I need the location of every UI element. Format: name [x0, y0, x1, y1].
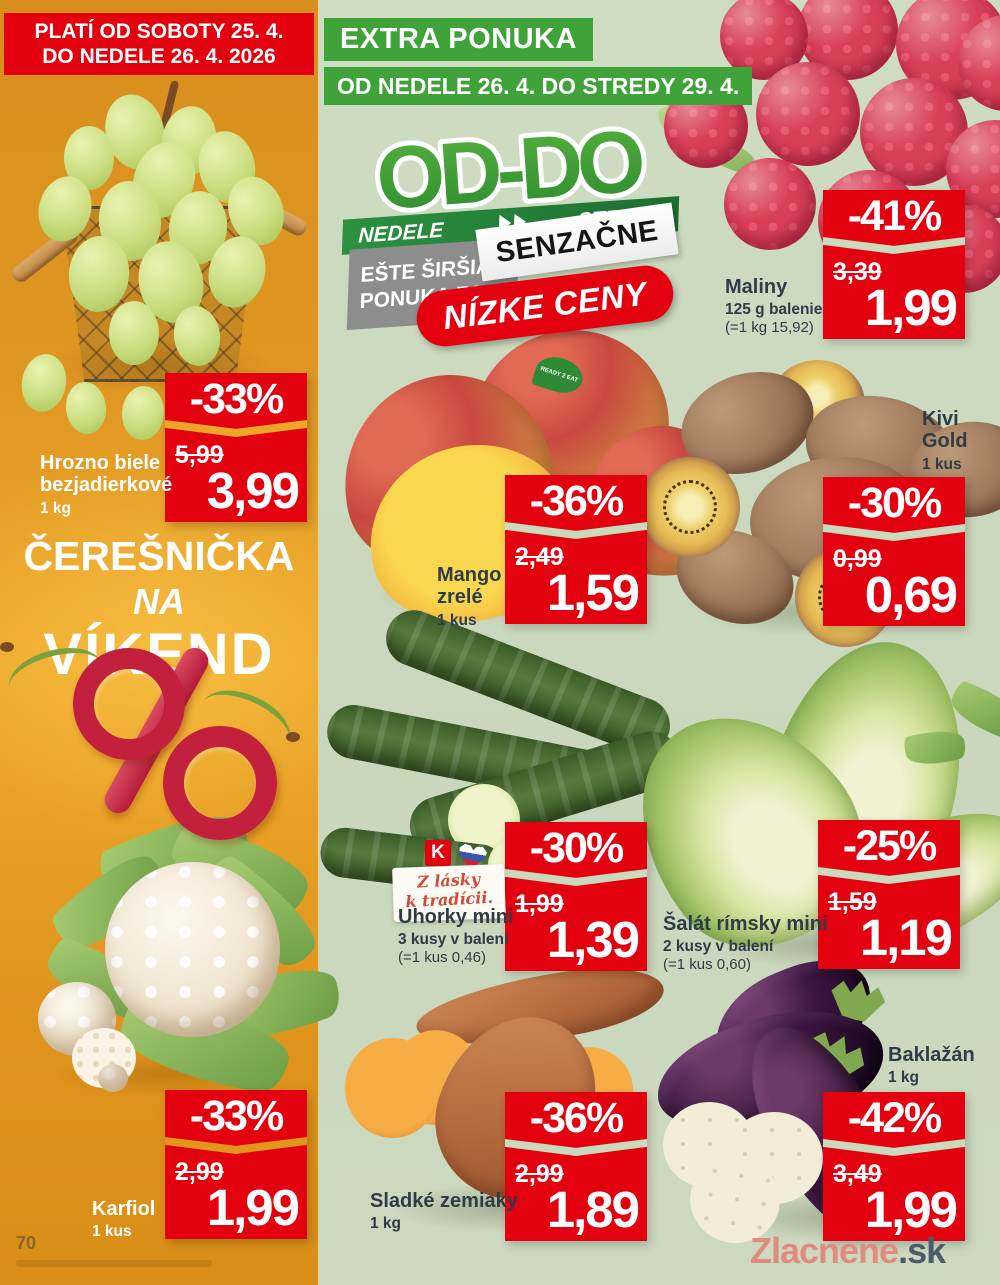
product-unit-price: (=1 kg 15,92) — [725, 319, 814, 337]
campaign-line2: NA — [133, 581, 185, 622]
od-do-logo-block: OD-DO NEDELE STREDY EŠTE ŠIRŠIA PONUKA Z… — [336, 106, 686, 361]
kivi-old-price: 0,99 — [833, 545, 882, 573]
salat-discount: -25% — [842, 822, 937, 870]
karfiol-price-badge: -33% 2,99 1,99 — [165, 1090, 307, 1239]
product-label-salat: Šalát rímsky mini 2 kusy v balení (=1 ku… — [663, 913, 828, 974]
date-range-banner: OD NEDELE 26. 4. DO STREDY 29. 4. — [324, 67, 753, 105]
product-name: Hrozno biele bezjadierkové — [40, 452, 173, 497]
karfiol-old-price: 2,99 — [175, 1158, 224, 1186]
baklazan-old-price: 3,49 — [833, 1160, 882, 1188]
hrozno-old-price: 5,99 — [175, 441, 224, 469]
product-name: Kivi Gold — [922, 408, 968, 453]
z-lasky-k-tradicii-stamp: K Z lásky k tradícii. — [392, 840, 506, 922]
product-label-karfiol: Karfiol 1 kus — [92, 1198, 212, 1240]
zlacnene-suffix: .sk — [898, 1230, 946, 1271]
zemiaky-discount: -36% — [529, 1094, 624, 1142]
maliny-discount: -41% — [847, 192, 942, 240]
validity-line2: DO NEDELE 26. 4. 2026 — [42, 45, 276, 69]
hrozno-new-price: 3,99 — [206, 461, 300, 519]
product-label-hrozno: Hrozno biele bezjadierkové 1 kg — [40, 452, 180, 517]
product-label-kivi: Kivi Gold 1 kus — [922, 408, 992, 473]
mango-price-badge: -36% 2,49 1,59 — [505, 475, 647, 624]
zemiaky-price-badge: -36% 2,99 1,89 — [505, 1092, 647, 1241]
grapes-photo — [9, 79, 310, 442]
maliny-new-price: 1,99 — [864, 278, 958, 336]
product-name: Mango zrelé — [437, 564, 502, 609]
product-name: Maliny — [725, 276, 788, 298]
product-label-baklazan: Baklažán 1 kg — [888, 1044, 998, 1086]
product-name: Baklažán — [888, 1044, 975, 1066]
product-name: Uhorky mini — [398, 906, 514, 928]
karfiol-new-price: 1,99 — [206, 1178, 300, 1236]
cauliflower-photo — [10, 793, 347, 1102]
kaufland-k-icon: K — [425, 840, 451, 866]
uhorky-old-price: 1,99 — [515, 890, 564, 918]
product-name: Šalát rímsky mini — [663, 913, 828, 935]
baklazan-discount: -42% — [847, 1094, 942, 1142]
extra-ponuka-banner: EXTRA PONUKA — [324, 18, 593, 61]
uhorky-price-badge: -30% 1,99 1,39 — [505, 822, 647, 971]
maliny-price-badge: -41% 3,39 1,99 — [823, 190, 965, 339]
product-qty: 1 kg — [888, 1069, 920, 1087]
page-number: 70 — [16, 1233, 37, 1253]
mango-discount: -36% — [529, 477, 624, 525]
product-qty: 3 kusy v balení — [398, 931, 509, 949]
kivi-discount: -30% — [847, 479, 942, 527]
uhorky-discount: -30% — [529, 824, 624, 872]
salat-new-price: 1,19 — [859, 908, 953, 966]
uhorky-new-price: 1,39 — [546, 910, 640, 968]
product-qty: 1 kus — [92, 1223, 132, 1241]
karfiol-discount: -33% — [189, 1092, 284, 1140]
baklazan-new-price: 1,99 — [864, 1180, 958, 1238]
hrozno-price-badge: -33% 5,99 3,99 — [165, 373, 307, 522]
product-qty: 1 kg — [40, 499, 72, 517]
product-unit-price: (=1 kus 0,60) — [663, 956, 751, 974]
product-qty: 2 kusy v balení — [663, 938, 774, 956]
product-qty: 125 g balenie — [725, 301, 823, 319]
zlacnene-watermark[interactable]: Zlacnene.sk — [750, 1230, 946, 1272]
zemiaky-old-price: 2,99 — [515, 1160, 564, 1188]
salat-old-price: 1,59 — [828, 888, 877, 916]
product-label-zemiaky: Sladké zemiaky 1 kg — [370, 1190, 530, 1232]
hrozno-discount: -33% — [189, 375, 284, 423]
fine-print-line — [16, 1260, 212, 1267]
product-label-uhorky: Uhorky mini 3 kusy v balení (=1 kus 0,46… — [398, 906, 558, 967]
product-label-maliny: Maliny 125 g balenie (=1 kg 15,92) — [725, 276, 855, 337]
validity-line1: PLATÍ OD SOBOTY 25. 4. — [34, 20, 284, 43]
zemiaky-new-price: 1,89 — [546, 1180, 640, 1238]
kivi-new-price: 0,69 — [864, 565, 958, 623]
product-label-mango: Mango zrelé 1 kus — [437, 564, 522, 629]
product-name: Sladké zemiaky — [370, 1190, 518, 1212]
mango-new-price: 1,59 — [546, 563, 640, 621]
product-unit-price: (=1 kus 0,46) — [398, 949, 486, 967]
product-name: Karfiol — [92, 1198, 156, 1220]
product-qty: 1 kus — [922, 455, 962, 473]
baklazan-price-badge: -42% 3,49 1,99 — [823, 1092, 965, 1241]
product-qty: 1 kg — [370, 1215, 402, 1233]
product-qty: 1 kus — [437, 611, 477, 629]
maliny-old-price: 3,39 — [833, 258, 882, 286]
mango-old-price: 2,49 — [515, 543, 564, 571]
kivi-price-badge: -30% 0,99 0,69 — [823, 477, 965, 626]
campaign-line1: ČEREŠNIČKA — [23, 533, 295, 579]
zlacnene-main: Zlacnene — [750, 1230, 899, 1271]
cherry-percent-art — [0, 638, 301, 840]
salat-price-badge: -25% 1,59 1,19 — [818, 820, 960, 969]
validity-banner: PLATÍ OD SOBOTY 25. 4. DO NEDELE 26. 4. … — [4, 13, 314, 76]
